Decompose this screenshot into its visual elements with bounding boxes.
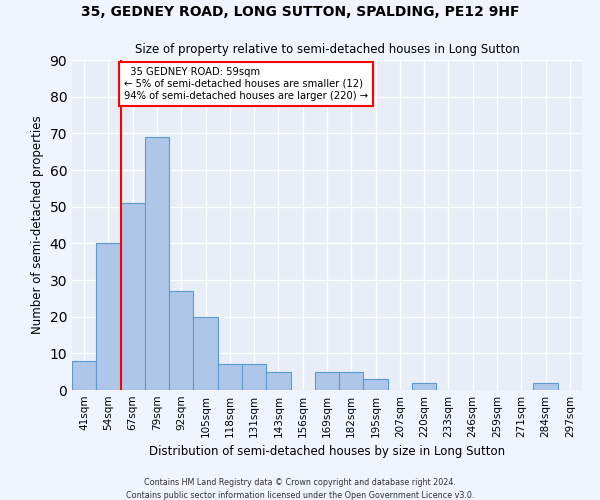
Text: 35, GEDNEY ROAD, LONG SUTTON, SPALDING, PE12 9HF: 35, GEDNEY ROAD, LONG SUTTON, SPALDING, … bbox=[81, 5, 519, 19]
Title: Size of property relative to semi-detached houses in Long Sutton: Size of property relative to semi-detach… bbox=[134, 43, 520, 56]
Bar bbox=[266, 372, 290, 390]
Bar bbox=[121, 203, 145, 390]
Bar bbox=[242, 364, 266, 390]
Bar bbox=[339, 372, 364, 390]
Text: 35 GEDNEY ROAD: 59sqm
← 5% of semi-detached houses are smaller (12)
94% of semi-: 35 GEDNEY ROAD: 59sqm ← 5% of semi-detac… bbox=[124, 68, 368, 100]
Bar bbox=[364, 379, 388, 390]
Bar bbox=[145, 137, 169, 390]
Bar bbox=[72, 360, 96, 390]
Bar bbox=[412, 382, 436, 390]
Bar bbox=[193, 316, 218, 390]
Bar bbox=[218, 364, 242, 390]
Bar bbox=[169, 291, 193, 390]
Y-axis label: Number of semi-detached properties: Number of semi-detached properties bbox=[31, 116, 44, 334]
X-axis label: Distribution of semi-detached houses by size in Long Sutton: Distribution of semi-detached houses by … bbox=[149, 446, 505, 458]
Bar bbox=[315, 372, 339, 390]
Bar bbox=[96, 244, 121, 390]
Text: Contains HM Land Registry data © Crown copyright and database right 2024.
Contai: Contains HM Land Registry data © Crown c… bbox=[126, 478, 474, 500]
Bar bbox=[533, 382, 558, 390]
